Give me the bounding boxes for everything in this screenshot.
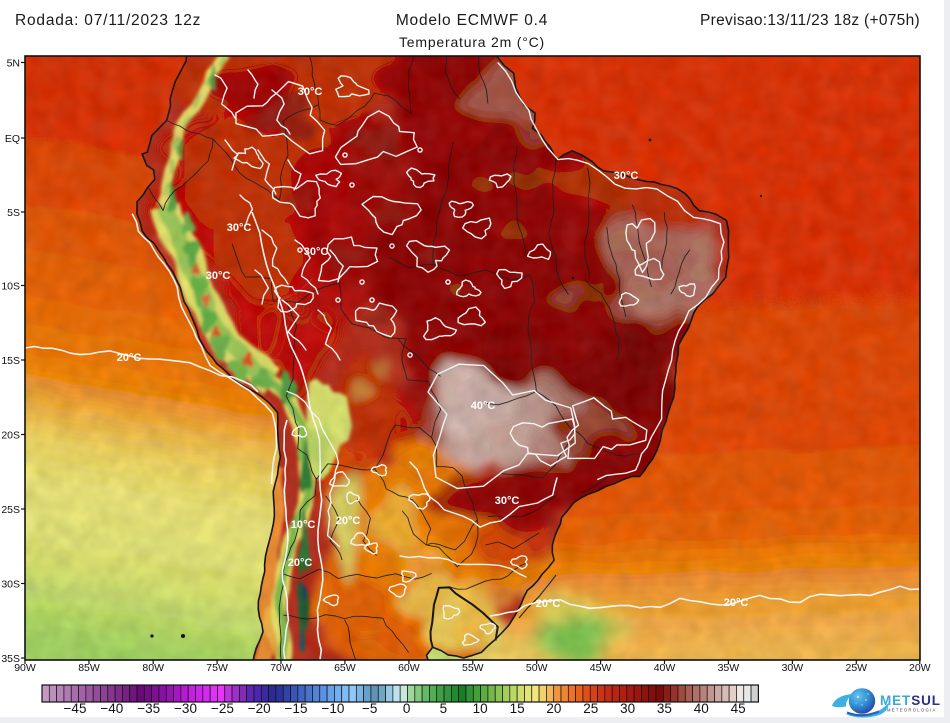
- svg-text:55W: 55W: [462, 662, 484, 674]
- svg-text:30°C: 30°C: [614, 170, 639, 182]
- svg-text:85W: 85W: [78, 662, 100, 674]
- svg-text:30°C: 30°C: [304, 246, 329, 258]
- svg-text:5: 5: [440, 701, 448, 716]
- svg-text:−40: −40: [100, 701, 123, 716]
- svg-text:20°C: 20°C: [724, 597, 749, 609]
- svg-text:90W: 90W: [14, 662, 36, 674]
- svg-text:60W: 60W: [398, 662, 420, 674]
- svg-text:80W: 80W: [142, 662, 164, 674]
- svg-text:50W: 50W: [526, 662, 548, 674]
- svg-text:5S: 5S: [7, 207, 20, 219]
- svg-text:20S: 20S: [1, 430, 20, 442]
- svg-text:METEOROLOGIA: METEOROLOGIA: [887, 708, 937, 713]
- svg-text:−15: −15: [285, 701, 308, 716]
- svg-text:−5: −5: [362, 701, 377, 716]
- svg-text:30°C: 30°C: [495, 495, 520, 507]
- svg-text:35: 35: [657, 701, 672, 716]
- svg-text:45: 45: [731, 701, 746, 716]
- svg-text:25: 25: [583, 701, 598, 716]
- svg-text:40: 40: [694, 701, 709, 716]
- svg-text:10°C: 10°C: [291, 519, 316, 531]
- svg-text:30: 30: [620, 701, 635, 716]
- svg-text:−30: −30: [174, 701, 197, 716]
- svg-text:20°C: 20°C: [117, 352, 142, 364]
- svg-text:20W: 20W: [909, 662, 931, 674]
- svg-text:0: 0: [403, 701, 411, 716]
- svg-text:40°C: 40°C: [471, 400, 496, 412]
- svg-text:35S: 35S: [1, 653, 20, 665]
- svg-text:20: 20: [546, 701, 561, 716]
- svg-text:40W: 40W: [654, 662, 676, 674]
- svg-text:Rodada: 07/11/2023 12z: Rodada: 07/11/2023 12z: [15, 12, 201, 29]
- svg-text:20°C: 20°C: [336, 515, 361, 527]
- svg-text:25S: 25S: [1, 504, 20, 516]
- svg-text:EQ: EQ: [5, 133, 20, 145]
- svg-text:10: 10: [473, 701, 488, 716]
- svg-text:15S: 15S: [1, 355, 20, 367]
- svg-text:−10: −10: [321, 701, 344, 716]
- svg-text:Temperatura 2m (°C): Temperatura 2m (°C): [399, 34, 545, 50]
- svg-text:Previsao:13/11/23 18z (+075h: Previsao:13/11/23 18z (+075h): [700, 12, 920, 29]
- svg-text:5N: 5N: [7, 58, 20, 70]
- svg-text:−45: −45: [64, 701, 87, 716]
- svg-text:45W: 45W: [590, 662, 612, 674]
- svg-text:10S: 10S: [1, 281, 20, 293]
- svg-text:30S: 30S: [1, 579, 20, 591]
- svg-text:Modelo ECMWF 0.4: Modelo ECMWF 0.4: [396, 12, 548, 29]
- svg-text:35W: 35W: [718, 662, 740, 674]
- svg-text:30°C: 30°C: [227, 222, 252, 234]
- svg-text:25W: 25W: [846, 662, 868, 674]
- svg-text:65W: 65W: [334, 662, 356, 674]
- svg-text:30°C: 30°C: [206, 270, 231, 282]
- svg-text:30W: 30W: [782, 662, 804, 674]
- svg-text:20°C: 20°C: [536, 598, 561, 610]
- svg-text:−25: −25: [211, 701, 234, 716]
- svg-text:70W: 70W: [270, 662, 292, 674]
- svg-text:20°C: 20°C: [288, 557, 313, 569]
- svg-text:−35: −35: [137, 701, 160, 716]
- svg-text:METSUL: METSUL: [880, 693, 941, 708]
- svg-text:−20: −20: [248, 701, 271, 716]
- svg-text:15: 15: [510, 701, 525, 716]
- svg-text:30°C: 30°C: [298, 86, 323, 98]
- svg-text:75W: 75W: [206, 662, 228, 674]
